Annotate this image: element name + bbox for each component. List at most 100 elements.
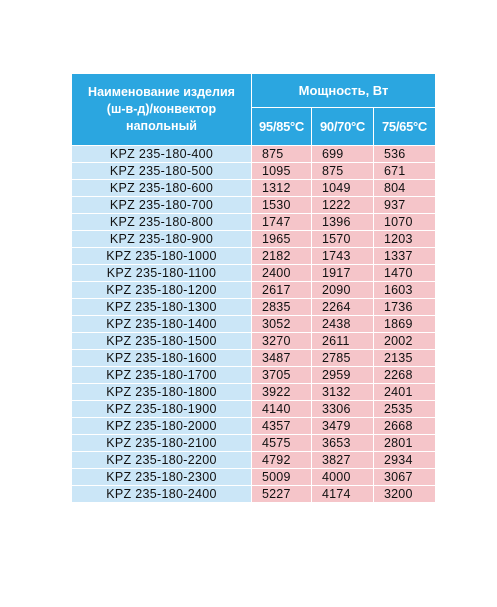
product-name-cell: KPZ 235-180-1900 xyxy=(71,400,252,418)
table-row: KPZ 235-180-700 1530 1222 937 xyxy=(71,196,437,214)
table-row: KPZ 235-180-2000 4357 3479 2668 xyxy=(71,417,437,435)
power-75-65-cell: 2535 xyxy=(372,400,437,418)
power-95-85-cell: 5227 xyxy=(251,485,312,503)
power-90-70-cell: 1917 xyxy=(311,264,374,282)
product-name-cell: KPZ 235-180-700 xyxy=(71,196,252,214)
power-95-85-cell: 1747 xyxy=(251,213,312,231)
power-75-65-cell: 804 xyxy=(372,179,437,197)
power-90-70-cell: 875 xyxy=(311,162,374,180)
power-95-85-cell: 2400 xyxy=(251,264,312,282)
product-name-cell: KPZ 235-180-1700 xyxy=(71,366,252,384)
power-90-70-cell: 699 xyxy=(311,145,374,163)
power-75-65-cell: 1603 xyxy=(372,281,437,299)
power-75-65-cell: 1470 xyxy=(372,264,437,282)
power-90-70-cell: 1049 xyxy=(311,179,374,197)
power-90-70-cell: 2438 xyxy=(311,315,374,333)
power-90-70-cell: 2785 xyxy=(311,349,374,367)
power-75-65-cell: 536 xyxy=(372,145,437,163)
power-95-85-cell: 875 xyxy=(251,145,312,163)
product-name-cell: KPZ 235-180-1800 xyxy=(71,383,252,401)
power-95-85-cell: 3270 xyxy=(251,332,312,350)
power-90-70-cell: 4174 xyxy=(311,485,374,503)
power-75-65-cell: 2002 xyxy=(372,332,437,350)
power-75-65-cell: 2268 xyxy=(372,366,437,384)
product-name-cell: KPZ 235-180-1600 xyxy=(71,349,252,367)
power-75-65-cell: 1736 xyxy=(372,298,437,316)
power-90-70-cell: 3827 xyxy=(311,451,374,469)
power-75-65-cell: 937 xyxy=(372,196,437,214)
table-row: KPZ 235-180-2100 4575 3653 2801 xyxy=(71,434,437,452)
product-name-cell: KPZ 235-180-2300 xyxy=(71,468,252,486)
power-90-70-cell: 1222 xyxy=(311,196,374,214)
table-row: KPZ 235-180-2300 5009 4000 3067 xyxy=(71,468,437,486)
power-95-85-cell: 2617 xyxy=(251,281,312,299)
power-95-85-cell: 4140 xyxy=(251,400,312,418)
power-90-70-cell: 4000 xyxy=(311,468,374,486)
power-95-85-cell: 2182 xyxy=(251,247,312,265)
product-name-cell: KPZ 235-180-1100 xyxy=(71,264,252,282)
power-95-85-cell: 3487 xyxy=(251,349,312,367)
power-75-65-cell: 1869 xyxy=(372,315,437,333)
product-name-cell: KPZ 235-180-1000 xyxy=(71,247,252,265)
power-75-65-cell: 2668 xyxy=(372,417,437,435)
power-75-65-cell: 2401 xyxy=(372,383,437,401)
product-name-cell: KPZ 235-180-600 xyxy=(71,179,252,197)
power-90-70-cell: 3479 xyxy=(311,417,374,435)
product-name-cell: KPZ 235-180-800 xyxy=(71,213,252,231)
power-75-65-cell: 671 xyxy=(372,162,437,180)
table-row: KPZ 235-180-600 1312 1049 804 xyxy=(71,179,437,197)
power-75-65-cell: 1070 xyxy=(372,213,437,231)
power-95-85-cell: 3922 xyxy=(251,383,312,401)
power-90-70-cell: 2090 xyxy=(311,281,374,299)
power-table-container: Наименование изделия (ш-в-д)/конвектор н… xyxy=(71,72,437,503)
power-95-85-cell: 1312 xyxy=(251,179,312,197)
power-90-70-cell: 1743 xyxy=(311,247,374,265)
table-row: KPZ 235-180-400 875 699 536 xyxy=(71,145,437,163)
power-75-65-cell: 3067 xyxy=(372,468,437,486)
power-90-70-cell: 1570 xyxy=(311,230,374,248)
table-row: KPZ 235-180-2200 4792 3827 2934 xyxy=(71,451,437,469)
table-row: KPZ 235-180-1900 4140 3306 2535 xyxy=(71,400,437,418)
power-95-85-cell: 5009 xyxy=(251,468,312,486)
power-75-65-cell: 1337 xyxy=(372,247,437,265)
power-90-70-cell: 2959 xyxy=(311,366,374,384)
product-name-cell: KPZ 235-180-2100 xyxy=(71,434,252,452)
table-body: KPZ 235-180-400 875 699 536 KPZ 235-180-500 1… xyxy=(71,145,437,503)
product-name-cell: KPZ 235-180-2200 xyxy=(71,451,252,469)
power-95-85-cell: 3705 xyxy=(251,366,312,384)
power-90-70-cell: 2264 xyxy=(311,298,374,316)
table-row: KPZ 235-180-1100 2400 1917 1470 xyxy=(71,264,437,282)
product-name-cell: KPZ 235-180-2000 xyxy=(71,417,252,435)
table-row: KPZ 235-180-500 1095 875 671 xyxy=(71,162,437,180)
power-table: Наименование изделия (ш-в-д)/конвектор н… xyxy=(71,72,437,503)
product-name-cell: KPZ 235-180-1500 xyxy=(71,332,252,350)
table-row: KPZ 235-180-900 1965 1570 1203 xyxy=(71,230,437,248)
table-row: KPZ 235-180-1300 2835 2264 1736 xyxy=(71,298,437,316)
table-row: KPZ 235-180-800 1747 1396 1070 xyxy=(71,213,437,231)
header-product-name: Наименование изделия (ш-в-д)/конвектор н… xyxy=(71,73,252,146)
power-75-65-cell: 3200 xyxy=(372,485,437,503)
table-header: Наименование изделия (ш-в-д)/конвектор н… xyxy=(71,72,437,146)
power-75-65-cell: 2135 xyxy=(372,349,437,367)
table-row: KPZ 235-180-1400 3052 2438 1869 xyxy=(71,315,437,333)
product-name-cell: KPZ 235-180-1400 xyxy=(71,315,252,333)
table-row: KPZ 235-180-1700 3705 2959 2268 xyxy=(71,366,437,384)
power-75-65-cell: 1203 xyxy=(372,230,437,248)
table-row: KPZ 235-180-1200 2617 2090 1603 xyxy=(71,281,437,299)
product-name-cell: KPZ 235-180-1300 xyxy=(71,298,252,316)
power-95-85-cell: 2835 xyxy=(251,298,312,316)
product-name-cell: KPZ 235-180-400 xyxy=(71,145,252,163)
product-name-cell: KPZ 235-180-500 xyxy=(71,162,252,180)
power-95-85-cell: 1530 xyxy=(251,196,312,214)
power-95-85-cell: 4357 xyxy=(251,417,312,435)
power-90-70-cell: 3306 xyxy=(311,400,374,418)
table-row: KPZ 235-180-1000 2182 1743 1337 xyxy=(71,247,437,265)
product-name-cell: KPZ 235-180-2400 xyxy=(71,485,252,503)
power-90-70-cell: 2611 xyxy=(311,332,374,350)
product-name-cell: KPZ 235-180-900 xyxy=(71,230,252,248)
power-75-65-cell: 2934 xyxy=(372,451,437,469)
header-temp-95-85: 95/85°C xyxy=(251,107,312,146)
table-row: KPZ 235-180-1600 3487 2785 2135 xyxy=(71,349,437,367)
header-temp-90-70: 90/70°C xyxy=(311,107,374,146)
power-90-70-cell: 3653 xyxy=(311,434,374,452)
